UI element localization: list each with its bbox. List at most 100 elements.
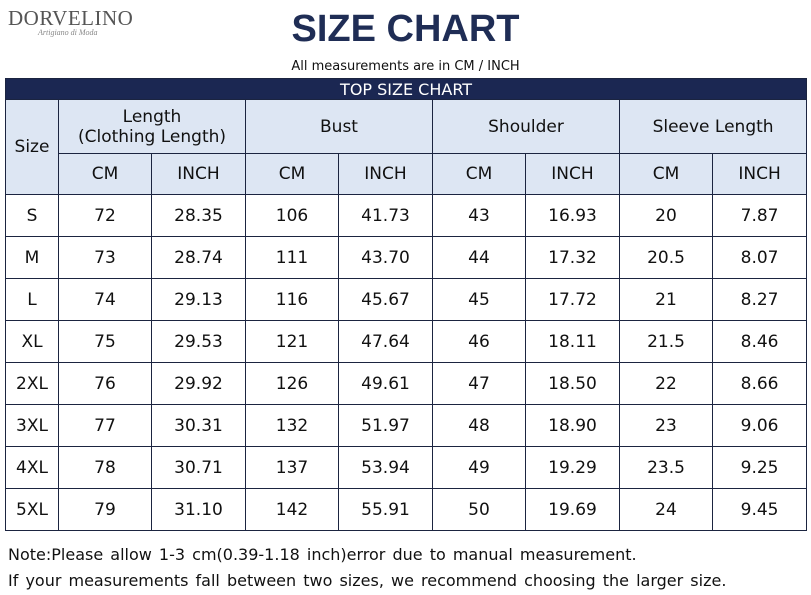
- note: If your measurements fall between two si…: [8, 571, 727, 590]
- value-cell: 47.64: [338, 320, 433, 363]
- value-cell: 43: [432, 194, 526, 237]
- title: SIZE CHART: [291, 8, 520, 50]
- unit-header: INCH: [338, 153, 433, 195]
- logo-tagline: Artigiano di Moda: [38, 28, 98, 37]
- header-row: Size Length (Clothing Length) Bust Shoulder S…: [5, 99, 808, 195]
- value-cell: 31.10: [151, 488, 246, 531]
- value-cell: 46: [432, 320, 526, 363]
- value-cell: 72: [58, 194, 152, 237]
- value-cell: 48: [432, 404, 526, 447]
- value-cell: 23: [619, 404, 713, 447]
- value-cell: 51.97: [338, 404, 433, 447]
- value-cell: 45.67: [338, 278, 433, 321]
- logo: DORVELINO Artigiano di Moda: [8, 6, 133, 37]
- value-cell: 29.92: [151, 362, 246, 405]
- data-row: 4XL 78 30.71 137 53.94 49 19.29 23.5 9.25: [5, 446, 808, 489]
- unit-header: INCH: [711, 153, 808, 195]
- value-cell: 111: [245, 236, 339, 279]
- unit-header: CM: [619, 153, 713, 195]
- value-cell: 20: [619, 194, 713, 237]
- value-cell: 116: [245, 278, 339, 321]
- group-header: Bust: [245, 99, 433, 154]
- value-cell: 137: [245, 446, 339, 489]
- unit-header: CM: [245, 153, 339, 195]
- group-header: Sleeve Length: [618, 99, 808, 154]
- value-cell: 9.06: [711, 404, 808, 447]
- unit-header: CM: [58, 153, 152, 195]
- value-cell: 8.27: [711, 278, 808, 321]
- unit-header: INCH: [525, 153, 620, 195]
- unit-row: CM INCH CM INCH CM INCH CM INCH: [6, 153, 808, 195]
- data-row: 5XL 79 31.10 142 55.91 50 19.69 24 9.45: [5, 488, 808, 531]
- value-cell: 9.45: [711, 488, 808, 531]
- group-header: Length (Clothing Length): [58, 99, 246, 154]
- value-cell: 18.90: [525, 404, 620, 447]
- size-cell: 3XL: [5, 404, 59, 447]
- data-row: L 74 29.13 116 45.67 45 17.72 21 8.27: [5, 278, 808, 321]
- size-cell: XL: [5, 320, 59, 363]
- value-cell: 8.46: [711, 320, 808, 363]
- value-cell: 126: [245, 362, 339, 405]
- value-cell: 23.5: [619, 446, 713, 489]
- value-cell: 18.11: [525, 320, 620, 363]
- value-cell: 50: [432, 488, 526, 531]
- data-row: S 72 28.35 106 41.73 43 16.93 20 7.87: [5, 194, 808, 237]
- value-cell: 29.13: [151, 278, 246, 321]
- size-table: TOP SIZE CHART Size Length (Clothing Length…: [4, 78, 808, 531]
- size-cell: 2XL: [5, 362, 59, 405]
- value-cell: 78: [58, 446, 152, 489]
- value-cell: 9.25: [711, 446, 808, 489]
- value-cell: 74: [58, 278, 152, 321]
- value-cell: 28.74: [151, 236, 246, 279]
- value-cell: 45: [432, 278, 526, 321]
- value-cell: 44: [432, 236, 526, 279]
- group-header-line: Shoulder: [488, 116, 564, 137]
- size-cell: L: [5, 278, 59, 321]
- value-cell: 22: [619, 362, 713, 405]
- banner-row: TOP SIZE CHART: [4, 78, 808, 100]
- size-header: Size: [5, 99, 59, 195]
- value-cell: 76: [58, 362, 152, 405]
- value-cell: 28.35: [151, 194, 246, 237]
- value-cell: 41.73: [338, 194, 433, 237]
- group-header: Shoulder: [432, 99, 620, 154]
- data-row: 3XL 77 30.31 132 51.97 48 18.90 23 9.06: [5, 404, 808, 447]
- value-cell: 8.66: [711, 362, 808, 405]
- data-row: 2XL 76 29.92 126 49.61 47 18.50 22 8.66: [5, 362, 808, 405]
- value-cell: 20.5: [619, 236, 713, 279]
- note: Note:Please allow 1-3 cm(0.39-1.18 inch)…: [8, 545, 637, 564]
- value-cell: 21: [619, 278, 713, 321]
- group-header-line: Length: [122, 106, 182, 127]
- value-cell: 30.31: [151, 404, 246, 447]
- value-cell: 29.53: [151, 320, 246, 363]
- group-header-line: (Clothing Length): [77, 126, 227, 147]
- value-cell: 17.32: [525, 236, 620, 279]
- value-cell: 16.93: [525, 194, 620, 237]
- unit-header: INCH: [151, 153, 246, 195]
- size-cell: M: [5, 236, 59, 279]
- value-cell: 75: [58, 320, 152, 363]
- value-cell: 53.94: [338, 446, 433, 489]
- value-cell: 19.69: [525, 488, 620, 531]
- value-cell: 19.29: [525, 446, 620, 489]
- value-cell: 55.91: [338, 488, 433, 531]
- value-cell: 49.61: [338, 362, 433, 405]
- value-cell: 79: [58, 488, 152, 531]
- value-cell: 77: [58, 404, 152, 447]
- data-row: M 73 28.74 111 43.70 44 17.32 20.5 8.07: [5, 236, 808, 279]
- value-cell: 73: [58, 236, 152, 279]
- value-cell: 43.70: [338, 236, 433, 279]
- value-cell: 21.5: [619, 320, 713, 363]
- size-cell: 4XL: [5, 446, 59, 489]
- subtitle: All measurements are in CM / INCH: [291, 59, 520, 74]
- value-cell: 106: [245, 194, 339, 237]
- size-cell: S: [5, 194, 59, 237]
- banner: TOP SIZE CHART: [4, 78, 808, 100]
- value-cell: 142: [245, 488, 339, 531]
- value-cell: 132: [245, 404, 339, 447]
- value-cell: 7.87: [711, 194, 808, 237]
- group-header-line: Sleeve Length: [652, 116, 774, 137]
- value-cell: 121: [245, 320, 339, 363]
- data-row: XL 75 29.53 121 47.64 46 18.11 21.5 8.46: [5, 320, 808, 363]
